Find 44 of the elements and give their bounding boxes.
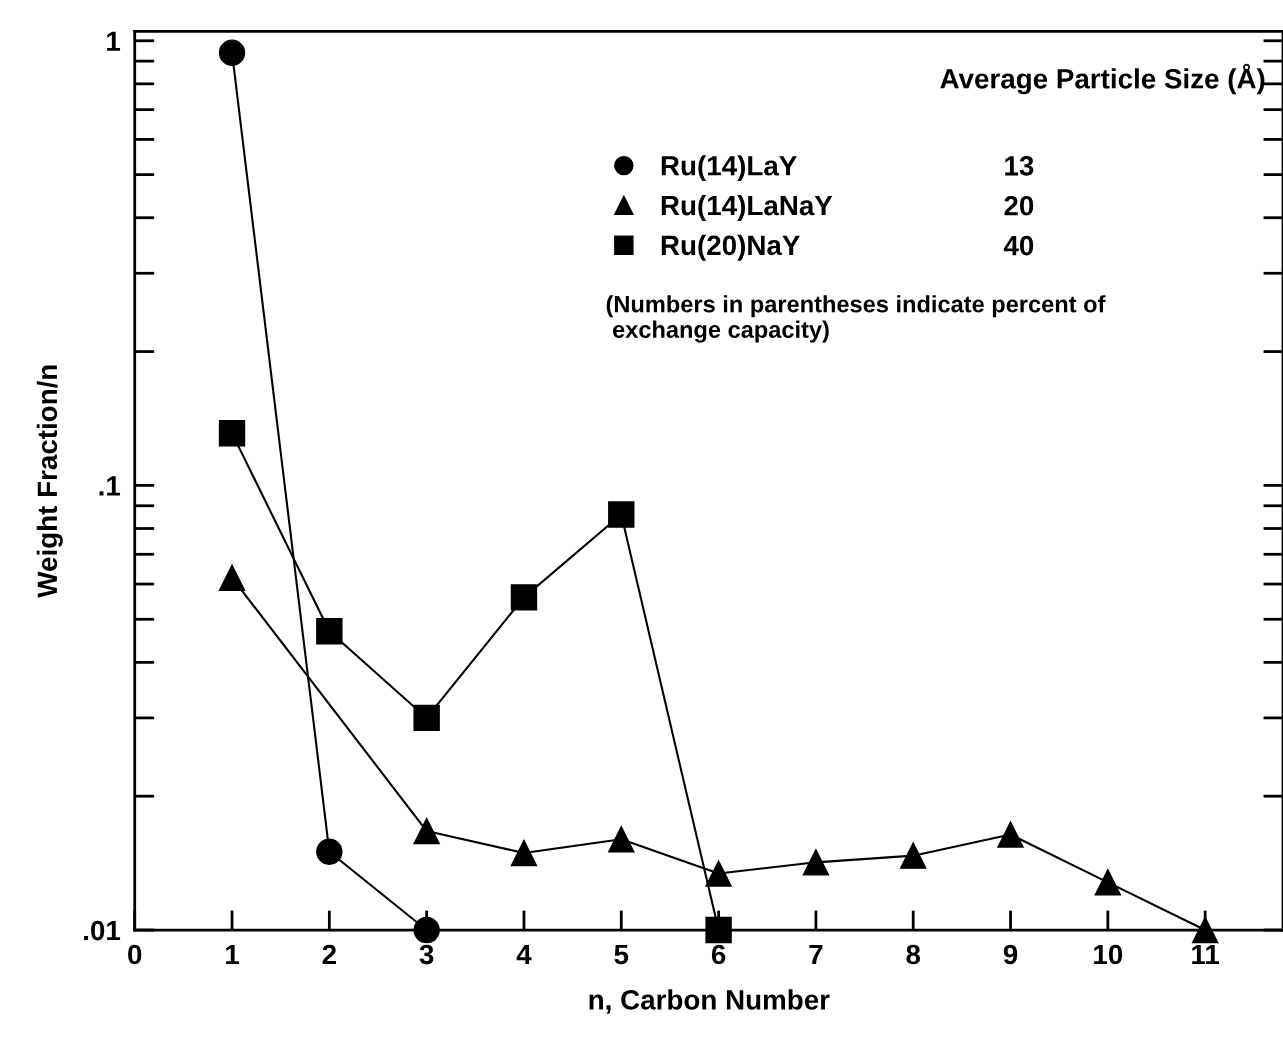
y-axis-title: Weight Fraction/n [36, 365, 63, 598]
x-tick-label: 5 [614, 944, 629, 965]
point [997, 821, 1024, 848]
annotation: 20 [1004, 195, 1034, 216]
point [316, 838, 343, 865]
point [1094, 869, 1122, 896]
x-tick-label: 7 [809, 944, 823, 965]
point [413, 704, 440, 732]
point [705, 916, 732, 944]
legend-label: Ru(20)NaY [661, 234, 800, 261]
point [900, 842, 927, 869]
x-tick-label: 10 [1094, 944, 1123, 965]
point [413, 817, 440, 845]
y-tick-label: .1 [99, 476, 121, 496]
y-tick-label: 1 [107, 31, 121, 51]
legend-title: Average Particle Size (Å) [940, 63, 1265, 95]
x-tick-label: 6 [711, 944, 726, 965]
x-axis-title: n, Carbon Number [589, 989, 830, 1014]
point [413, 916, 440, 944]
point [1191, 916, 1219, 944]
point [510, 839, 538, 867]
x-tick-label: 3 [419, 944, 434, 965]
point [705, 860, 732, 887]
point [608, 501, 635, 528]
point [802, 849, 830, 876]
legend-label: Ru(14)LaY [661, 155, 797, 182]
annotation: (Numbers in parentheses indicate percent of exchange capacity) [606, 295, 1106, 343]
point [510, 584, 538, 611]
annotation: 13 [1005, 155, 1034, 176]
x-tick-label: 4 [516, 944, 532, 965]
point [218, 420, 246, 447]
point [218, 39, 246, 66]
legend-label: Ru(14)LaNaY [661, 194, 833, 221]
point [608, 826, 635, 853]
x-tick-label: 8 [906, 944, 921, 965]
x-tick-label: 1 [226, 944, 239, 965]
x-tick-label: 11 [1192, 944, 1220, 965]
point [218, 564, 246, 591]
point [316, 618, 343, 645]
x-tick-label: 9 [1003, 944, 1018, 965]
x-tick-label: 2 [322, 944, 336, 965]
y-tick-label: .01 [84, 920, 121, 941]
x-tick-label: 0 [128, 944, 142, 965]
annotation: 40 [1003, 235, 1034, 256]
